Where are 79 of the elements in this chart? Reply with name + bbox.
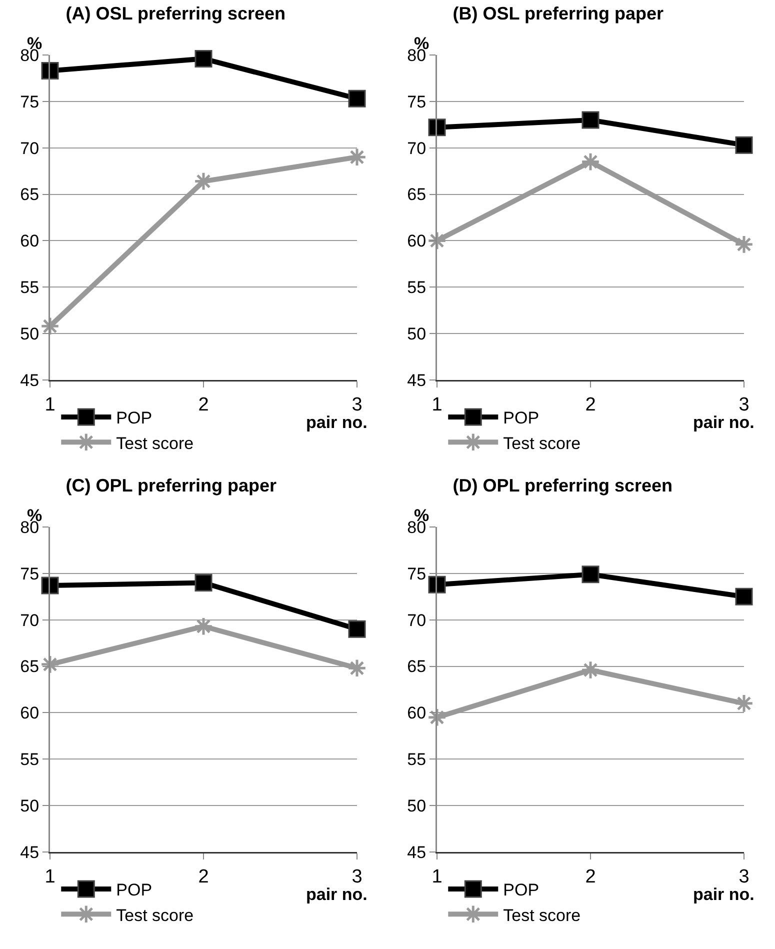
- y-tick-label: 50: [20, 796, 40, 816]
- point: [734, 234, 754, 254]
- point: [194, 574, 212, 592]
- legend-label: Test score: [116, 434, 194, 453]
- chart-title: (A) OSL preferring screen: [66, 4, 286, 24]
- legend-label: POP: [503, 880, 540, 900]
- y-tick-label: 75: [20, 92, 40, 112]
- y-tick-label: 70: [407, 610, 426, 630]
- point: [734, 694, 754, 714]
- y-tick-label: 50: [20, 324, 40, 344]
- y-tick-label: 60: [20, 232, 40, 251]
- legend-label: Test score: [503, 434, 581, 453]
- point: [580, 152, 600, 172]
- x-axis-title: pair no.: [306, 885, 368, 904]
- x-tick-label: 3: [738, 394, 750, 416]
- point: [347, 147, 367, 167]
- point: [427, 231, 447, 250]
- x-tick-label: 1: [432, 866, 442, 888]
- point: [735, 588, 753, 606]
- chart-title: (C) OPL preferring paper: [66, 476, 276, 496]
- y-tick-label: 45: [407, 370, 426, 390]
- y-tick-label: 75: [20, 564, 40, 584]
- x-tick-label: 2: [585, 394, 596, 416]
- y-tick-label: 65: [20, 185, 40, 204]
- point: [347, 658, 367, 678]
- y-tick-label: 60: [20, 704, 40, 723]
- y-tick-label: 65: [407, 657, 426, 676]
- legend-label: POP: [116, 880, 152, 900]
- y-tick-label: 55: [407, 750, 426, 770]
- point: [40, 316, 60, 336]
- point: [41, 62, 59, 80]
- y-tick-label: 60: [407, 704, 426, 723]
- point: [580, 660, 600, 680]
- y-tick-label: 70: [407, 138, 426, 158]
- x-tick-label: 1: [432, 394, 442, 416]
- y-tick-label: 55: [20, 750, 40, 770]
- point: [194, 616, 214, 636]
- point: [41, 576, 59, 594]
- x-tick-label: 3: [352, 866, 362, 888]
- x-tick-label: 1: [44, 866, 56, 888]
- y-tick-label: 65: [20, 657, 40, 676]
- x-tick-label: 3: [738, 866, 750, 888]
- point: [427, 708, 447, 728]
- y-tick-label: 70: [20, 138, 40, 158]
- y-tick-label: 55: [20, 278, 40, 298]
- point: [735, 136, 753, 154]
- chart-title: (D) OPL preferring screen: [452, 476, 673, 496]
- point: [428, 118, 446, 136]
- x-axis-title: pair no.: [693, 885, 754, 904]
- y-tick-label: 45: [20, 842, 40, 862]
- legend-label: POP: [503, 408, 540, 428]
- y-tick-label: 50: [407, 324, 426, 344]
- y-tick-label: 60: [407, 232, 426, 251]
- legend-label: POP: [116, 408, 152, 428]
- y-tick-label: 55: [407, 278, 426, 298]
- point: [582, 566, 600, 584]
- point: [194, 50, 212, 68]
- legend-label: Test score: [503, 906, 581, 925]
- point: [348, 620, 366, 638]
- x-axis-title: pair no.: [306, 413, 368, 432]
- y-tick-label: 75: [407, 564, 426, 584]
- point: [40, 654, 60, 674]
- y-tick-label: 70: [20, 610, 40, 630]
- point: [582, 111, 600, 129]
- x-tick-label: 2: [198, 866, 209, 888]
- chart-title: (B) OSL preferring paper: [452, 4, 664, 24]
- point: [348, 90, 366, 108]
- y-tick-label: 45: [20, 370, 40, 390]
- y-tick-label: 75: [407, 92, 426, 112]
- x-tick-label: 2: [585, 866, 596, 888]
- x-tick-label: 1: [44, 394, 56, 416]
- y-tick-label: 45: [407, 842, 426, 862]
- x-tick-label: 2: [198, 394, 209, 416]
- y-tick-label: 65: [407, 185, 426, 204]
- y-tick-label: 50: [407, 796, 426, 816]
- x-tick-label: 3: [352, 394, 362, 416]
- x-axis-title: pair no.: [693, 413, 754, 432]
- point: [428, 576, 446, 594]
- legend-label: Test score: [116, 906, 194, 925]
